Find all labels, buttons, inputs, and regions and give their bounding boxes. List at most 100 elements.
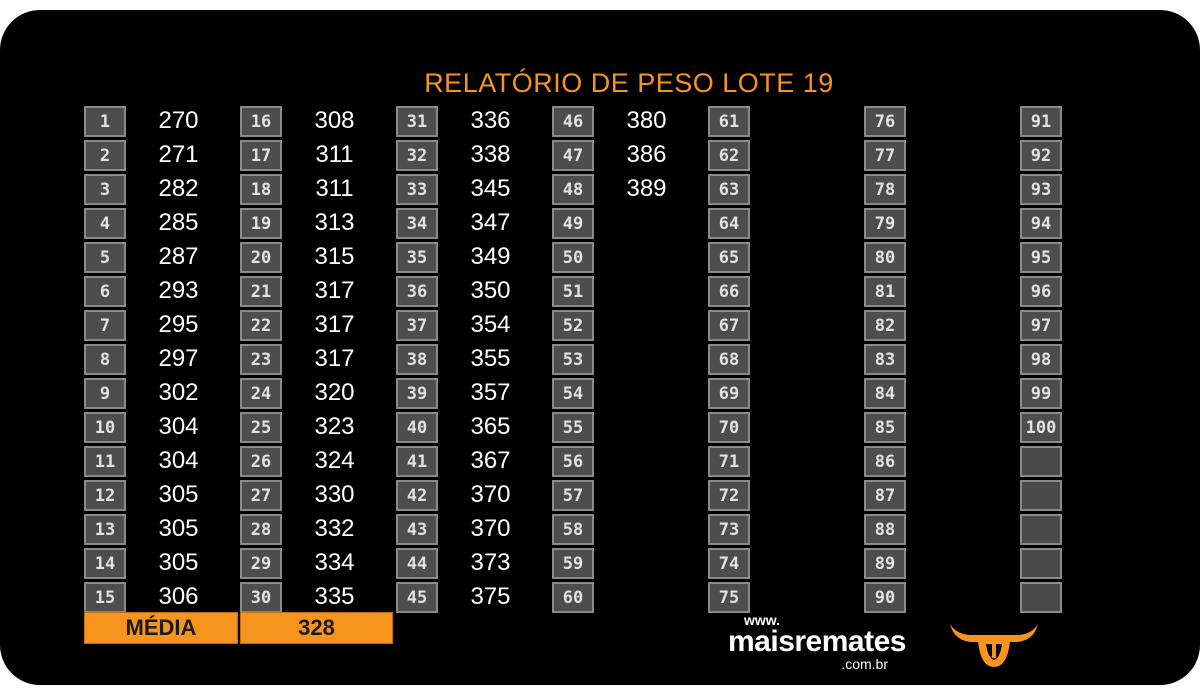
animal-weight xyxy=(753,342,864,376)
animal-weight xyxy=(1065,104,1176,138)
animal-number: 23 xyxy=(240,344,282,375)
animal-weight xyxy=(597,546,708,580)
animal-number: 35 xyxy=(396,242,438,273)
animal-number: 54 xyxy=(552,378,594,409)
animal-number: 56 xyxy=(552,446,594,477)
animal-weight xyxy=(753,444,864,478)
animal-number xyxy=(1020,582,1062,613)
animal-number: 60 xyxy=(552,582,594,613)
animal-weight: 305 xyxy=(158,481,199,508)
animal-weight xyxy=(1065,410,1176,444)
animal-number: 52 xyxy=(552,310,594,341)
animal-weight xyxy=(597,478,708,512)
weight-grid: 1 270 16 308 31 336 46 380 61 76 91 2 271 17 311 32 338 4… xyxy=(84,104,1176,614)
animal-weight: 295 xyxy=(158,311,199,338)
animal-weight xyxy=(909,206,1020,240)
animal-number: 81 xyxy=(864,276,906,307)
animal-number: 8 xyxy=(84,344,126,375)
animal-weight: 315 xyxy=(314,243,355,270)
animal-weight xyxy=(1065,376,1176,410)
animal-number: 40 xyxy=(396,412,438,443)
animal-number: 36 xyxy=(396,276,438,307)
animal-weight: 282 xyxy=(158,175,199,202)
animal-number: 94 xyxy=(1020,208,1062,239)
animal-weight: 335 xyxy=(314,583,355,610)
animal-number: 68 xyxy=(708,344,750,375)
animal-weight: 367 xyxy=(470,447,511,474)
animal-number: 17 xyxy=(240,140,282,171)
animal-weight xyxy=(909,138,1020,172)
animal-number: 63 xyxy=(708,174,750,205)
animal-weight xyxy=(1065,512,1176,546)
animal-number: 51 xyxy=(552,276,594,307)
animal-weight: 370 xyxy=(470,481,511,508)
animal-weight xyxy=(909,478,1020,512)
animal-weight xyxy=(909,342,1020,376)
animal-number: 34 xyxy=(396,208,438,239)
animal-weight xyxy=(909,308,1020,342)
animal-number: 20 xyxy=(240,242,282,273)
animal-weight: 323 xyxy=(314,413,355,440)
animal-weight: 373 xyxy=(470,549,511,576)
animal-weight xyxy=(597,274,708,308)
animal-number: 85 xyxy=(864,412,906,443)
brand-logo: www. maisremates .com.br xyxy=(728,613,908,671)
animal-number: 11 xyxy=(84,446,126,477)
animal-weight: 311 xyxy=(315,141,354,168)
average-label: MÉDIA xyxy=(84,612,238,644)
animal-weight: 355 xyxy=(470,345,511,372)
animal-weight xyxy=(1065,206,1176,240)
animal-number: 71 xyxy=(708,446,750,477)
animal-number: 95 xyxy=(1020,242,1062,273)
animal-number: 67 xyxy=(708,310,750,341)
animal-weight xyxy=(597,342,708,376)
animal-number: 100 xyxy=(1020,412,1062,443)
animal-weight xyxy=(753,512,864,546)
animal-number xyxy=(1020,446,1062,477)
animal-weight: 330 xyxy=(314,481,355,508)
animal-number: 39 xyxy=(396,378,438,409)
animal-number: 13 xyxy=(84,514,126,545)
animal-number: 33 xyxy=(396,174,438,205)
animal-weight: 293 xyxy=(158,277,199,304)
animal-number: 55 xyxy=(552,412,594,443)
logo-domain: .com.br xyxy=(841,656,888,672)
animal-number: 92 xyxy=(1020,140,1062,171)
animal-weight: 336 xyxy=(470,107,511,134)
bull-head-icon xyxy=(946,620,1042,674)
animal-number: 29 xyxy=(240,548,282,579)
animal-number: 78 xyxy=(864,174,906,205)
animal-number: 58 xyxy=(552,514,594,545)
animal-weight xyxy=(753,478,864,512)
animal-number: 21 xyxy=(240,276,282,307)
animal-number: 98 xyxy=(1020,344,1062,375)
animal-number: 12 xyxy=(84,480,126,511)
animal-weight: 324 xyxy=(314,447,355,474)
animal-weight xyxy=(1065,240,1176,274)
animal-number: 75 xyxy=(708,582,750,613)
animal-weight: 302 xyxy=(158,379,199,406)
animal-weight: 320 xyxy=(314,379,355,406)
average-bar: MÉDIA 328 xyxy=(84,612,393,644)
animal-number: 69 xyxy=(708,378,750,409)
animal-number: 43 xyxy=(396,514,438,545)
animal-number xyxy=(1020,514,1062,545)
animal-number: 3 xyxy=(84,174,126,205)
animal-weight xyxy=(597,240,708,274)
animal-weight xyxy=(1065,342,1176,376)
animal-weight: 386 xyxy=(626,141,667,168)
animal-weight xyxy=(597,512,708,546)
animal-weight: 313 xyxy=(314,209,355,236)
animal-weight: 334 xyxy=(314,549,355,576)
animal-number: 22 xyxy=(240,310,282,341)
animal-weight xyxy=(597,580,708,614)
animal-weight xyxy=(597,376,708,410)
animal-weight xyxy=(1065,172,1176,206)
animal-weight: 332 xyxy=(314,515,355,542)
animal-number: 99 xyxy=(1020,378,1062,409)
animal-number: 48 xyxy=(552,174,594,205)
animal-weight: 317 xyxy=(314,311,355,338)
logo-name: maisremates xyxy=(728,625,906,658)
animal-number: 62 xyxy=(708,140,750,171)
animal-weight xyxy=(597,444,708,478)
